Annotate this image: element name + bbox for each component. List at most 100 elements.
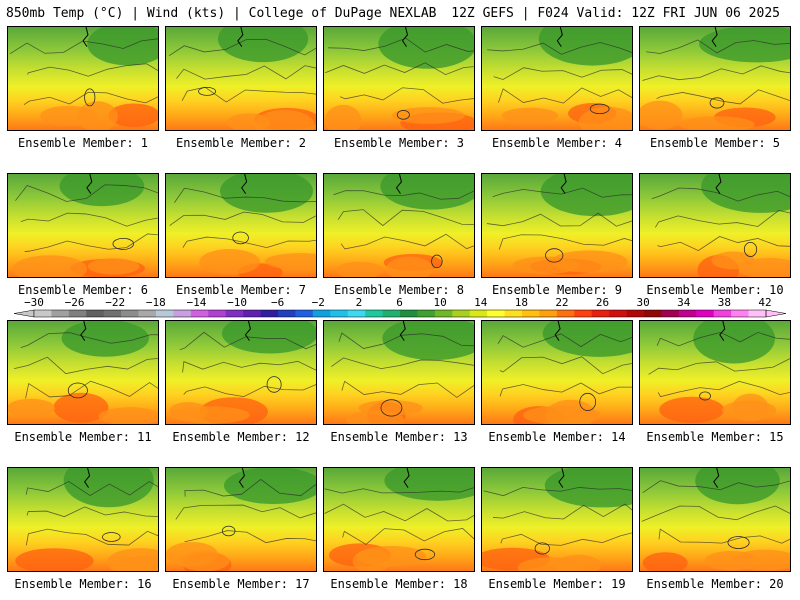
cool-airmass-region bbox=[221, 321, 316, 354]
contour-line bbox=[337, 209, 474, 227]
warm-airmass-region bbox=[386, 256, 433, 277]
coastline bbox=[558, 468, 565, 488]
colorbar-swatch bbox=[86, 310, 105, 317]
cool-airmass-region bbox=[693, 321, 775, 364]
member-map-10 bbox=[639, 173, 791, 278]
coastline bbox=[713, 468, 720, 488]
coastline bbox=[80, 321, 87, 341]
member-label-7: Ensemble Member: 7 bbox=[175, 283, 307, 297]
map-title: 850mb Temp (°C) | Wind (kts) | College o… bbox=[6, 6, 437, 21]
model-run-info: 12Z GEFS | F024 Valid: 12Z FRI JUN 06 20… bbox=[451, 6, 780, 21]
coastline bbox=[238, 468, 245, 488]
coastline bbox=[244, 321, 251, 341]
warm-airmass-region bbox=[171, 406, 250, 424]
colorbar-tick-label: 34 bbox=[677, 296, 691, 309]
colorbar-swatch bbox=[347, 310, 366, 317]
contour-line bbox=[15, 184, 158, 202]
warm-airmass-region bbox=[517, 557, 586, 571]
contour-line bbox=[168, 38, 316, 56]
contour-line bbox=[499, 356, 632, 375]
cool-airmass-region bbox=[542, 321, 632, 357]
member-map-20 bbox=[639, 467, 791, 572]
member-map-18 bbox=[323, 467, 475, 572]
closed-contour bbox=[266, 376, 282, 393]
member-label-1: Ensemble Member: 1 bbox=[17, 136, 149, 150]
cool-airmass-region bbox=[63, 468, 154, 508]
member-label-11: Ensemble Member: 11 bbox=[14, 430, 152, 444]
colorbar-swatch bbox=[243, 310, 261, 317]
coastline bbox=[395, 174, 402, 194]
contour-line bbox=[500, 532, 632, 546]
warm-airmass-region bbox=[551, 250, 628, 273]
contour-line bbox=[657, 380, 790, 398]
coastline bbox=[556, 27, 563, 47]
closed-contour bbox=[699, 391, 711, 401]
cool-airmass-region bbox=[544, 468, 632, 508]
closed-contour bbox=[84, 88, 96, 107]
colorbar-swatch bbox=[68, 310, 87, 317]
warm-airmass-region bbox=[659, 396, 725, 424]
warm-airmass-region bbox=[40, 105, 98, 126]
member-label-5: Ensemble Member: 5 bbox=[649, 136, 781, 150]
closed-contour bbox=[534, 542, 550, 555]
member-map-8 bbox=[323, 173, 475, 278]
member-label-14: Ensemble Member: 14 bbox=[488, 430, 626, 444]
member-map-13 bbox=[323, 320, 475, 425]
colorbar-swatch bbox=[312, 310, 331, 317]
contour-line bbox=[325, 62, 474, 76]
member-map-6 bbox=[7, 173, 159, 278]
closed-contour bbox=[589, 103, 610, 115]
cool-airmass-region bbox=[380, 174, 474, 210]
warm-airmass-region bbox=[264, 253, 316, 270]
colorbar-swatch bbox=[452, 310, 471, 317]
colorbar-swatch bbox=[121, 310, 139, 317]
coastline bbox=[84, 468, 91, 488]
warm-airmass-region bbox=[679, 116, 755, 130]
colorbar-swatch bbox=[748, 310, 767, 317]
warm-airmass-region bbox=[738, 257, 790, 277]
contour-line bbox=[176, 65, 316, 80]
contour-line bbox=[341, 380, 474, 398]
contour-line bbox=[181, 86, 316, 103]
warm-airmass-region bbox=[254, 109, 315, 130]
colorbar-swatch bbox=[661, 310, 680, 317]
contour-line bbox=[487, 42, 632, 55]
closed-contour bbox=[414, 548, 436, 561]
coastline bbox=[241, 174, 248, 194]
colorbar-tick-label: −22 bbox=[105, 296, 126, 309]
cool-airmass-region bbox=[217, 27, 309, 63]
colorbar-swatch bbox=[190, 310, 209, 317]
coastline bbox=[560, 174, 567, 194]
colorbar-swatch bbox=[225, 310, 244, 317]
colorbar-swatch bbox=[173, 310, 192, 317]
closed-contour bbox=[579, 392, 597, 411]
contour-line bbox=[492, 187, 632, 198]
contour-line bbox=[179, 331, 316, 351]
warm-airmass-region bbox=[87, 258, 140, 275]
coastline bbox=[403, 468, 410, 488]
contour-line bbox=[657, 236, 790, 252]
colorbar-swatch bbox=[156, 310, 174, 317]
colorbar-swatch bbox=[713, 310, 732, 317]
colorbar-max-arrow bbox=[765, 309, 787, 318]
colorbar-swatch bbox=[417, 310, 436, 317]
warm-airmass-region bbox=[501, 107, 559, 124]
coastline bbox=[554, 321, 561, 341]
contour-line bbox=[169, 211, 316, 226]
coastline bbox=[237, 27, 244, 47]
colorbar-swatch bbox=[644, 310, 662, 317]
colorbar-swatch bbox=[295, 310, 314, 317]
contour-line bbox=[656, 331, 790, 347]
coastline bbox=[401, 27, 409, 47]
colorbar-tick-label: 30 bbox=[636, 296, 650, 309]
contour-line bbox=[655, 209, 790, 228]
warm-airmass-region bbox=[8, 398, 56, 418]
colorbar-swatch bbox=[208, 310, 227, 317]
warm-airmass-region bbox=[352, 549, 391, 571]
member-label-17: Ensemble Member: 17 bbox=[172, 577, 310, 591]
colorbar-tick-label: 38 bbox=[717, 296, 731, 309]
warm-airmass-region bbox=[166, 541, 218, 567]
coastline bbox=[399, 321, 406, 341]
member-map-12 bbox=[165, 320, 317, 425]
member-label-9: Ensemble Member: 9 bbox=[491, 283, 623, 297]
